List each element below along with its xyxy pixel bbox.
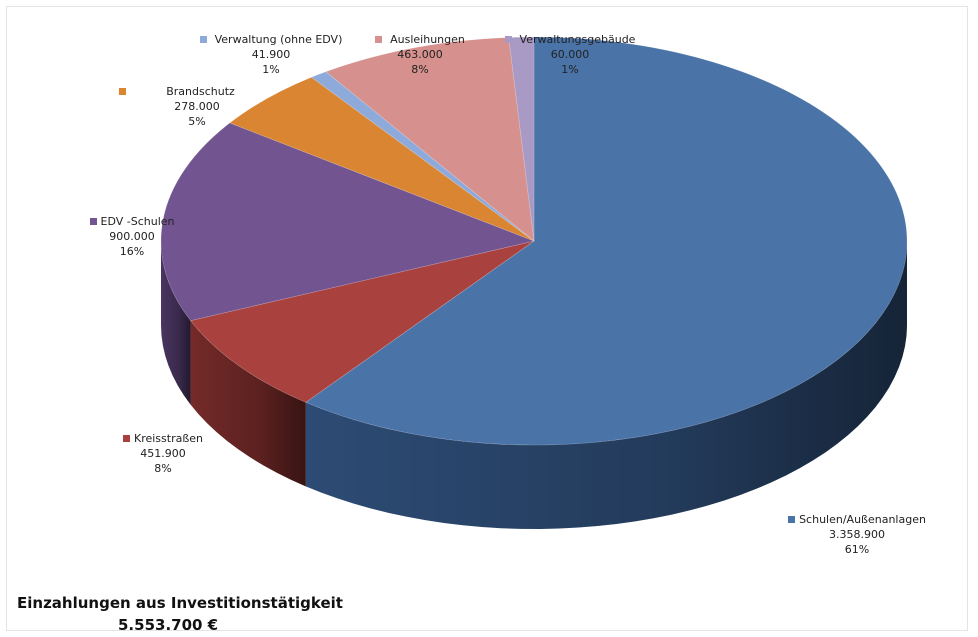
label-verwaltungsgebaeude: Verwaltungsgebäude 60.000 1% [500,32,640,77]
label-percent: 5% [188,115,206,128]
slice-verwaltung [310,71,535,242]
slice-kreisstrassen-side-shade [190,320,306,487]
label-value: 900.000 [109,230,155,243]
label-name: Brandschutz [166,85,235,98]
slice-schulen-side-shade [305,241,907,529]
legend-swatch [119,88,127,95]
label-percent: 1% [561,63,579,76]
label-value: 3.358.900 [829,528,885,541]
label-name: Schulen/Außenanlagen [799,513,926,526]
footer-total: 5.553.700 € [118,616,219,634]
label-percent: 61% [844,543,870,556]
label-name: Ausleihungen [390,33,465,46]
legend-swatch [89,218,97,225]
label-schulen: Schulen/Außenanlagen 3.358.900 61% [772,512,942,557]
slice-brandschutz [229,76,535,242]
label-name: Verwaltung (ohne EDV) [214,33,343,46]
slice-edv-schulen-side-shade [161,241,191,405]
slice-schulen [305,36,908,446]
label-kreisstrassen: Kreisstraßen 451.900 8% [108,431,218,476]
label-name: EDV -Schulen [100,215,175,228]
legend-swatch [788,516,796,523]
label-ausleihungen: Ausleihungen 463.000 8% [370,32,470,77]
label-value: 41.900 [251,48,291,61]
label-value: 60.000 [550,48,590,61]
label-verwaltung: Verwaltung (ohne EDV) 41.900 1% [196,32,346,77]
label-value: 451.900 [140,447,186,460]
label-value: 463.000 [397,48,443,61]
label-name: Verwaltungsgebäude [519,33,636,46]
legend-swatch [375,36,383,43]
legend-swatch [199,36,207,43]
label-value: 278.000 [174,100,220,113]
label-percent: 16% [119,245,145,258]
label-percent: 8% [154,462,172,475]
slice-edv-schulen [160,122,536,321]
label-percent: 1% [262,63,280,76]
footer-title: Einzahlungen aus Investitionstätigkeit [17,594,343,612]
label-brandschutz: Brandschutz 278.000 5% [112,84,242,129]
legend-swatch [122,435,130,442]
slice-kreisstrassen [190,240,535,403]
label-percent: 8% [411,63,429,76]
chart-frame [6,6,968,631]
slice-ausleihungen [325,37,535,242]
label-edv-schulen: EDV -Schulen 900.000 16% [72,214,192,259]
label-name: Kreisstraßen [133,432,204,445]
legend-swatch [504,36,512,43]
